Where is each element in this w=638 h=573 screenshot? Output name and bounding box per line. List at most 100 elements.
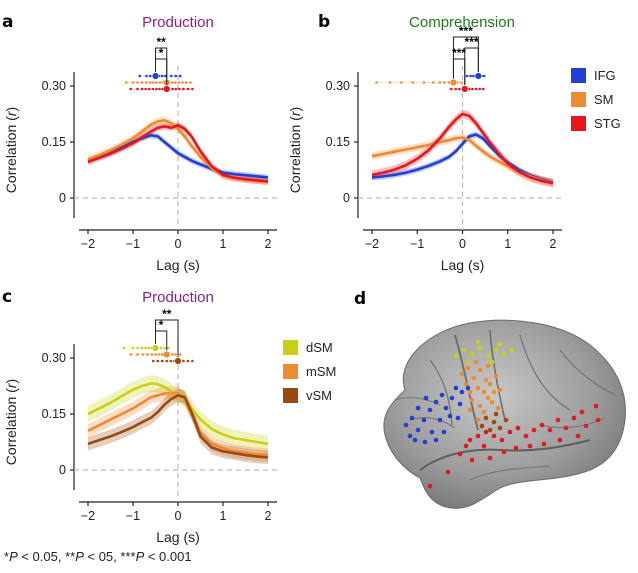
electrode-dot-IFG [403, 422, 409, 428]
electrode-dot-IFG [449, 395, 455, 401]
electrode-dot-IFG [437, 417, 443, 423]
electrode-dot-IFG [412, 437, 418, 443]
footnote-part: P [75, 549, 84, 564]
electrode-dot-SM [463, 381, 469, 387]
x-tick-label: −1 [410, 237, 424, 251]
electrode-dot-SM [483, 377, 489, 383]
footnote-part: P [9, 549, 18, 564]
electrode-dot-SM [465, 365, 471, 371]
electrode-dot-IFG [433, 437, 439, 443]
electrode-dot-dSM [509, 347, 515, 353]
legend-swatch-mSM [283, 364, 298, 379]
electrode-dot-IFG [459, 389, 465, 395]
peak-marker-IFG [151, 72, 160, 80]
significance-label: ** [156, 35, 166, 49]
electrode-dot-STG [463, 443, 469, 449]
legend-label-dSM: dSM [306, 340, 333, 355]
electrode-dot-STG [593, 403, 599, 409]
series-line-mSM [87, 392, 269, 457]
x-tick-label: 1 [220, 509, 227, 523]
electrode-dot-STG [515, 425, 521, 431]
electrode-dot-IFG [439, 392, 445, 398]
electrode-dot-SM [475, 417, 481, 423]
electrode-dot-STG [541, 441, 547, 447]
x-axis-label: Lag (s) [156, 257, 200, 273]
significance-label: *** [465, 35, 479, 49]
electrode-dot-STG [563, 425, 569, 431]
electrode-dot-SM [485, 395, 491, 401]
footnote-part: * [4, 549, 9, 564]
x-tick-label: 1 [504, 237, 511, 251]
electrode-dot-STG [481, 443, 487, 449]
x-tick-label: −2 [81, 509, 95, 523]
electrode-dot-IFG [409, 415, 415, 421]
electrode-dot-IFG [407, 433, 413, 439]
significance-bracket [464, 47, 479, 85]
electrode-dot-SM [489, 399, 495, 405]
x-tick-label: −2 [81, 237, 95, 251]
significance-label: *** [459, 24, 473, 38]
panel-letter-b: b [318, 12, 330, 32]
panel-a: a Production 0 0.15 0.30 −2 −1 0 1 2 Lag (s) Corr… [2, 12, 277, 273]
electrode-dot-dSM [453, 353, 459, 359]
electrode-dot-IFG [429, 429, 435, 435]
electrode-dot-IFG [415, 405, 421, 411]
x-tick-label: 1 [220, 237, 227, 251]
electrode-dot-dSM [485, 353, 491, 359]
y-tick-label: 0 [59, 191, 66, 205]
y-tick-label: 0.15 [42, 135, 66, 149]
electrode-dot-dSM [489, 359, 495, 365]
electrode-dot-vSM [487, 427, 493, 433]
electrode-dot-IFG [415, 427, 421, 433]
electrode-dot-STG [571, 415, 577, 421]
electrode-dot-IFG [457, 401, 463, 407]
peak-sample-dot-SM [460, 81, 463, 84]
panel-b: b Comprehension 0 0.15 0.30 −2 −1 0 1 2 Lag (s) C… [287, 12, 621, 273]
electrode-dot-dSM [465, 359, 471, 365]
electrode-dot-STG [501, 449, 507, 455]
significance-label: *** [452, 46, 466, 60]
panel-b-title: Comprehension [409, 14, 515, 31]
electrode-dot-STG [523, 433, 529, 439]
peak-sample-dot-IFG [482, 74, 486, 78]
electrode-dot-STG [457, 451, 463, 457]
significance-footnote: *P < 0.05, **P < 05, ***P < 0.001 [4, 549, 192, 564]
electrode-dot-SM [477, 403, 483, 409]
electrode-dot-STG [499, 437, 505, 443]
electrode-dot-dSM [477, 345, 483, 351]
electrode-dot-SM [467, 407, 473, 413]
electrode-dot-SM [485, 363, 491, 369]
panel-c-title: Production [142, 289, 214, 306]
electrode-dot-IFG [453, 385, 459, 391]
y-tick-label: 0.30 [42, 351, 66, 365]
electrode-dot-STG [469, 457, 475, 463]
legend-swatch-STG [571, 116, 586, 131]
peak-marker-dSM [151, 344, 160, 352]
electrode-dot-SM [471, 375, 477, 381]
legend-swatch-dSM [283, 340, 298, 355]
electrode-dot-STG [539, 422, 545, 428]
electrode-dot-SM [475, 385, 481, 391]
electrode-dot-vSM [503, 417, 509, 423]
series-line-STG [371, 112, 554, 185]
legend-label-IFG: IFG [594, 68, 616, 83]
electrode-dot-SM [497, 387, 503, 393]
electrode-dot-dSM [493, 347, 499, 353]
footnote-part: P [136, 549, 145, 564]
electrode-dot-dSM [497, 341, 503, 347]
panel-c: c Production 0 0.15 0.30 −2 −1 0 1 2 Lag (s) Corr… [2, 287, 336, 545]
electrode-dot-IFG [441, 429, 447, 435]
panel-letter-a: a [2, 12, 13, 32]
electrode-dot-SM [459, 371, 465, 377]
electrode-dot-SM [477, 367, 483, 373]
y-tick-label: 0.30 [326, 79, 350, 93]
legend-label-vSM: vSM [306, 388, 332, 403]
electrode-dot-STG [547, 427, 553, 433]
electrode-dot-SM [467, 389, 473, 395]
electrode-dot-STG [557, 437, 563, 443]
panel-a-title: Production [142, 14, 214, 31]
series-line-STG [87, 123, 269, 183]
x-axis-label: Lag (s) [441, 257, 485, 273]
legend-label-SM: SM [594, 92, 614, 107]
y-tick-label: 0 [59, 463, 66, 477]
